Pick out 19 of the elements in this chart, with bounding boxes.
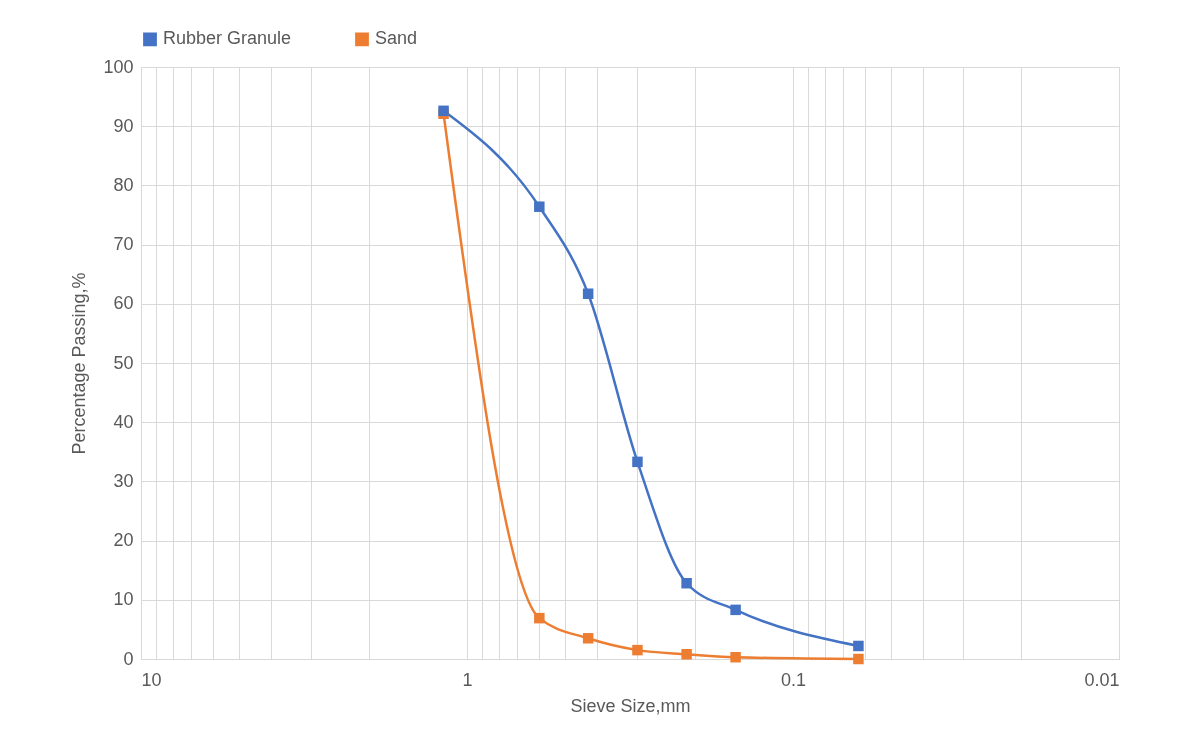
x-tick-label: 0.01 — [1084, 669, 1120, 690]
x-tick-label: 10 — [141, 669, 162, 690]
y-tick-label: 100 — [103, 56, 134, 77]
legend-label: Sand — [375, 28, 418, 49]
y-tick-label: 70 — [113, 234, 134, 255]
legend-label: Rubber Granule — [163, 28, 292, 49]
y-tick-label: 60 — [113, 293, 134, 314]
y-tick-label: 90 — [113, 115, 134, 136]
x-tick-label: 1 — [462, 669, 473, 690]
y-axis-title: Percentage Passing,% — [69, 272, 90, 455]
y-tick-label: 0 — [123, 648, 134, 669]
y-tick-label: 30 — [113, 470, 134, 491]
x-axis-title: Sieve Size,mm — [570, 695, 691, 716]
x-tick-label: 0.1 — [780, 669, 807, 690]
y-tick-label: 20 — [113, 530, 134, 551]
y-tick-label: 40 — [113, 411, 134, 432]
y-tick-label: 50 — [113, 352, 134, 373]
y-tick-label: 10 — [113, 589, 134, 610]
y-tick-label: 80 — [113, 174, 134, 195]
